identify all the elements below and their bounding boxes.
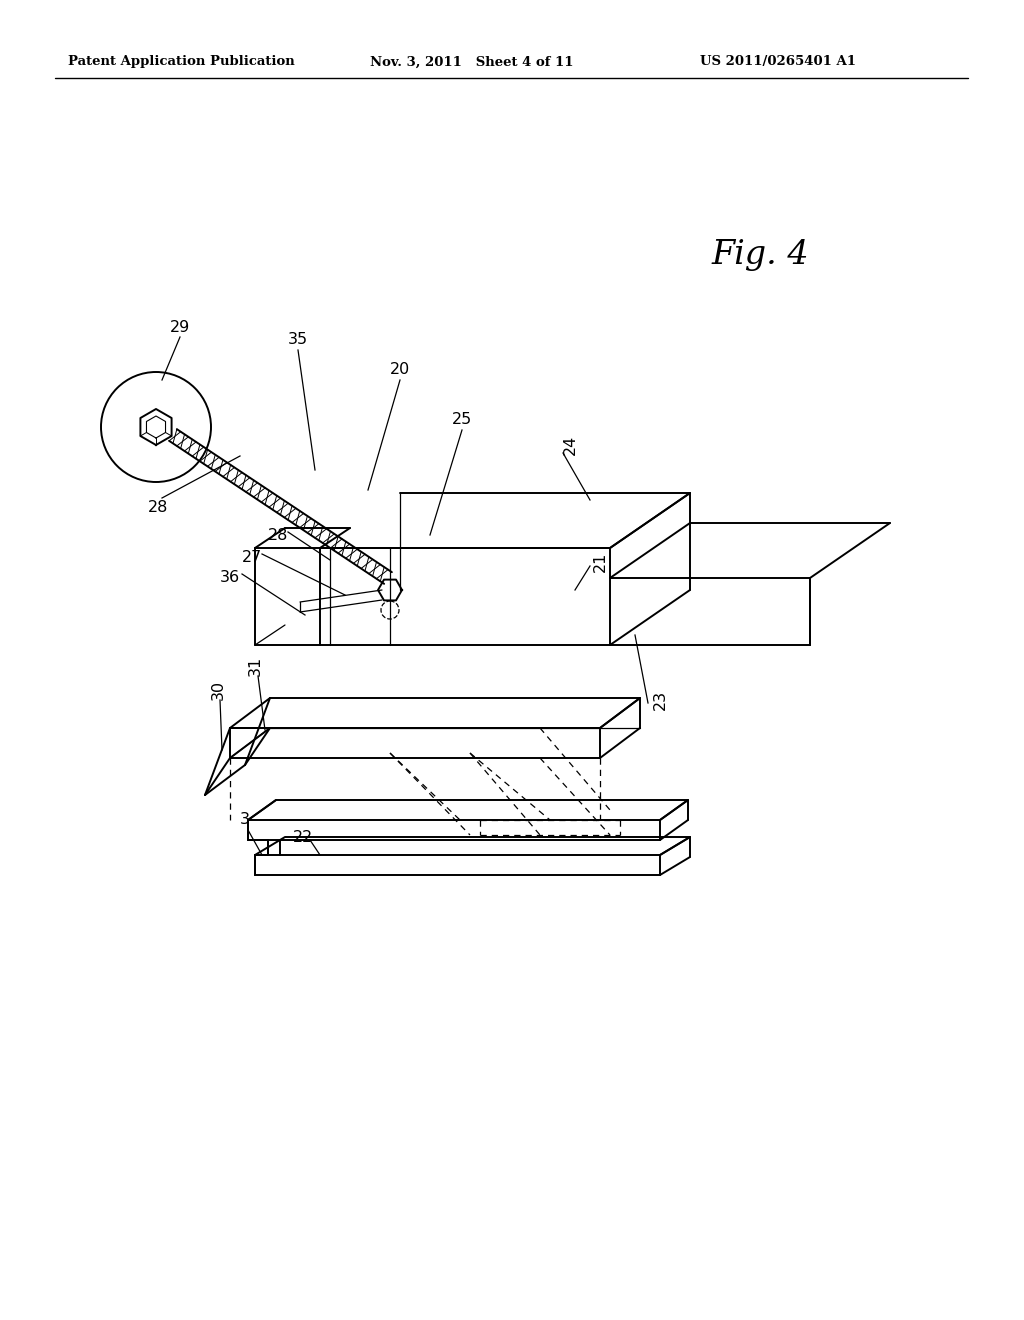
Text: 23: 23 [652, 690, 668, 710]
Text: 35: 35 [288, 333, 308, 347]
Text: Fig. 4: Fig. 4 [712, 239, 809, 271]
Text: 27: 27 [242, 550, 262, 565]
Text: 29: 29 [170, 319, 190, 334]
Text: Patent Application Publication: Patent Application Publication [68, 55, 295, 69]
Text: 28: 28 [268, 528, 288, 543]
Text: 28: 28 [147, 500, 168, 516]
Text: 24: 24 [562, 434, 578, 455]
Text: Nov. 3, 2011   Sheet 4 of 11: Nov. 3, 2011 Sheet 4 of 11 [370, 55, 573, 69]
Text: 31: 31 [248, 656, 262, 676]
Text: 20: 20 [390, 363, 411, 378]
Text: 21: 21 [593, 552, 607, 572]
Text: 30: 30 [211, 680, 225, 700]
Text: US 2011/0265401 A1: US 2011/0265401 A1 [700, 55, 856, 69]
Text: 22: 22 [293, 830, 313, 846]
Text: 3: 3 [240, 813, 250, 828]
Text: 25: 25 [452, 412, 472, 428]
Text: 36: 36 [220, 570, 240, 586]
